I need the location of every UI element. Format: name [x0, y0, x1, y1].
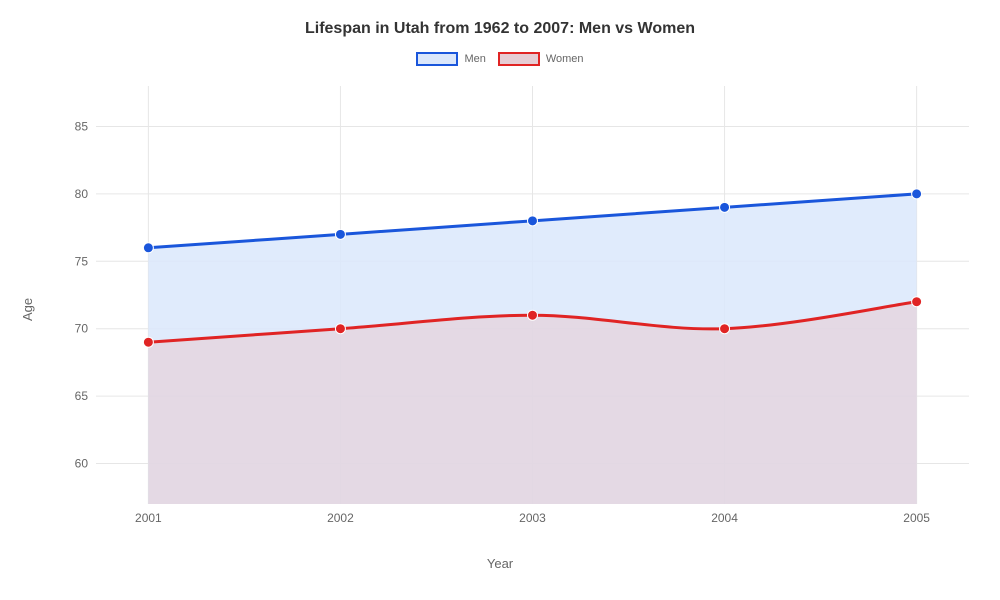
- legend-swatch-icon: [498, 52, 540, 66]
- y-tick-label: 60: [75, 457, 89, 471]
- data-point[interactable]: [335, 324, 345, 334]
- legend-label: Women: [546, 53, 584, 65]
- chart-svg: 60 65 70 75 80 85 2001 2002 2003 2004 2005: [68, 82, 973, 532]
- data-point[interactable]: [143, 337, 153, 347]
- y-axis-label: Age: [20, 298, 35, 321]
- data-point[interactable]: [143, 243, 153, 253]
- chart-title: Lifespan in Utah from 1962 to 2007: Men …: [0, 20, 1000, 38]
- plot-area: 60 65 70 75 80 85 2001 2002 2003 2004 2005: [68, 82, 973, 532]
- legend-label: Men: [464, 53, 485, 65]
- legend-item-men[interactable]: Men: [416, 52, 485, 66]
- y-tick-label: 85: [75, 119, 89, 133]
- x-tick-label: 2002: [327, 511, 354, 525]
- y-tick-label: 65: [75, 389, 89, 403]
- x-tick-label: 2003: [519, 511, 546, 525]
- x-tick-label: 2004: [711, 511, 738, 525]
- legend-item-women[interactable]: Women: [498, 52, 584, 66]
- y-tick-label: 70: [75, 322, 89, 336]
- legend-swatch-icon: [416, 52, 458, 66]
- chart-container: Lifespan in Utah from 1962 to 2007: Men …: [0, 0, 1000, 600]
- x-tick-label: 2005: [903, 511, 930, 525]
- x-tick-label: 2001: [135, 511, 162, 525]
- legend: Men Women: [0, 52, 1000, 66]
- data-point[interactable]: [528, 310, 538, 320]
- data-point[interactable]: [720, 324, 730, 334]
- data-point[interactable]: [720, 202, 730, 212]
- data-point[interactable]: [528, 216, 538, 226]
- y-tick-label: 75: [75, 254, 89, 268]
- x-axis-label: Year: [0, 556, 1000, 571]
- data-point[interactable]: [912, 297, 922, 307]
- data-point[interactable]: [912, 189, 922, 199]
- data-point[interactable]: [335, 229, 345, 239]
- y-tick-label: 80: [75, 187, 89, 201]
